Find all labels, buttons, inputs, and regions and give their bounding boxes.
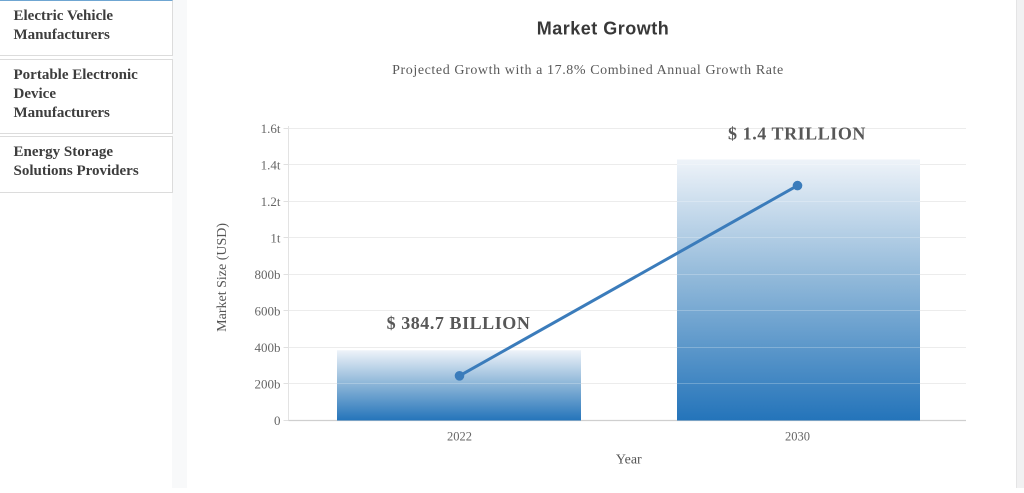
svg-text:600b: 600b bbox=[255, 303, 281, 318]
svg-text:$ 384.7 BILLION: $ 384.7 BILLION bbox=[387, 313, 531, 333]
svg-text:Year: Year bbox=[616, 453, 642, 468]
svg-text:200b: 200b bbox=[255, 376, 281, 391]
svg-text:1t: 1t bbox=[270, 230, 281, 245]
svg-text:0: 0 bbox=[274, 413, 281, 428]
svg-text:1.6t: 1.6t bbox=[261, 121, 281, 136]
svg-text:1.2t: 1.2t bbox=[261, 194, 281, 209]
svg-text:2030: 2030 bbox=[785, 430, 810, 444]
svg-text:$ 1.4 TRILLION: $ 1.4 TRILLION bbox=[728, 124, 866, 144]
svg-text:Market Size (USD): Market Size (USD) bbox=[215, 223, 230, 332]
svg-text:Market Growth: Market Growth bbox=[537, 19, 670, 39]
svg-text:800b: 800b bbox=[255, 267, 281, 282]
svg-text:1.4t: 1.4t bbox=[261, 157, 281, 172]
svg-text:2022: 2022 bbox=[447, 430, 472, 444]
svg-text:Projected Growth with a 17.8%: Projected Growth with a 17.8% Combined A… bbox=[392, 63, 784, 78]
svg-text:400b: 400b bbox=[255, 340, 281, 355]
